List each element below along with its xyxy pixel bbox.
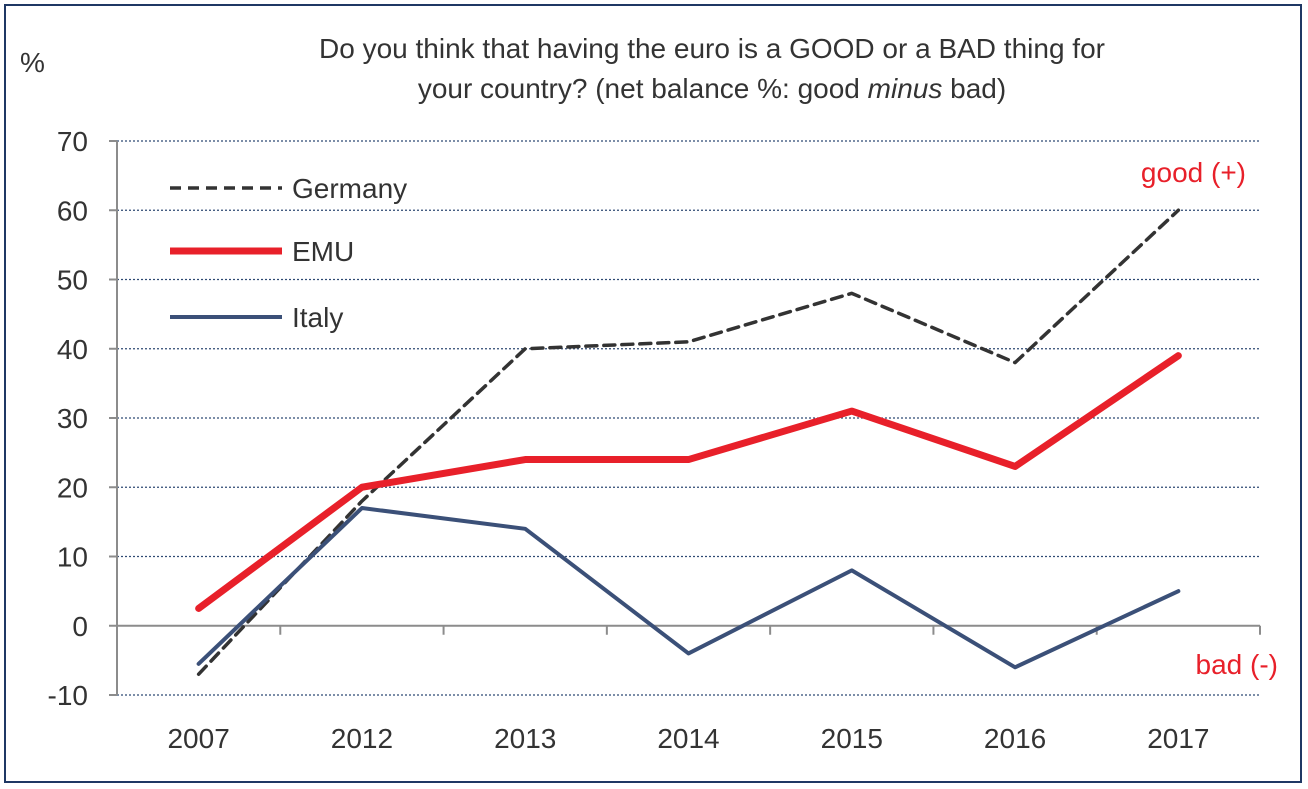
x-tick-label: 2016 — [984, 723, 1046, 754]
y-tick-label: 30 — [57, 403, 88, 434]
chart-frame — [4, 4, 1302, 783]
y-tick-label: -10 — [48, 680, 88, 711]
legend: Germany EMU Italy — [170, 173, 407, 333]
y-tick-label: 20 — [57, 472, 88, 503]
annotation-good: good (+) — [1141, 157, 1246, 188]
y-tick-label: 40 — [57, 334, 88, 365]
y-tick-label: 10 — [57, 542, 88, 573]
legend-label-germany: Germany — [292, 173, 407, 204]
x-tick-label: 2013 — [494, 723, 556, 754]
y-tick-label: 50 — [57, 265, 88, 296]
series-line-emu — [195, 352, 1182, 612]
series-line-italy — [196, 506, 1181, 670]
series-lines — [195, 208, 1182, 676]
chart-title-line-2: your country? (net balance %: good minus… — [418, 73, 1006, 104]
x-tick-label: 2014 — [657, 723, 719, 754]
chart-title-line-1: Do you think that having the euro is a G… — [319, 33, 1105, 64]
x-tick-label: 2015 — [821, 723, 883, 754]
x-tick-label: 2012 — [331, 723, 393, 754]
x-tick-label: 2007 — [167, 723, 229, 754]
series-line-germany — [196, 208, 1181, 676]
y-tick-label: 70 — [57, 126, 88, 157]
x-tick-label: 2017 — [1147, 723, 1209, 754]
y-axis-label: % — [20, 47, 45, 78]
legend-label-emu: EMU — [292, 236, 354, 267]
gridlines — [117, 140, 1260, 696]
annotation-bad: bad (-) — [1196, 649, 1278, 680]
y-tick-label: 0 — [72, 611, 88, 642]
y-tick-label: 60 — [57, 195, 88, 226]
legend-label-italy: Italy — [292, 302, 343, 333]
